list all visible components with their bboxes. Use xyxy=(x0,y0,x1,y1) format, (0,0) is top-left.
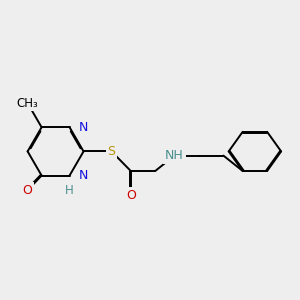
Text: CH₃: CH₃ xyxy=(17,97,38,110)
Text: N: N xyxy=(78,169,88,182)
Text: NH: NH xyxy=(165,149,184,162)
Text: S: S xyxy=(107,145,116,158)
Text: N: N xyxy=(78,121,88,134)
Text: O: O xyxy=(23,184,33,197)
Text: O: O xyxy=(126,189,136,202)
Text: H: H xyxy=(65,184,74,197)
Text: NH: NH xyxy=(165,149,184,162)
